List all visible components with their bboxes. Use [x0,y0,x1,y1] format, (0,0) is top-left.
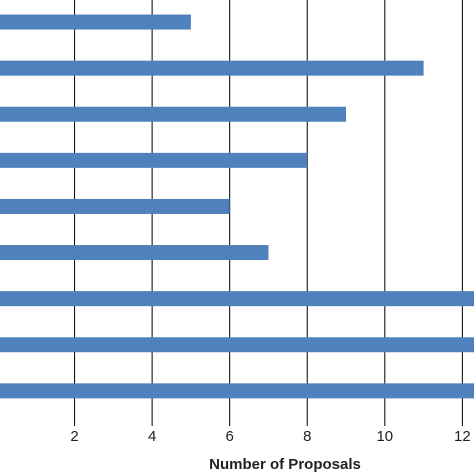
x-tick-label: 4 [148,428,156,445]
bar [0,383,474,399]
bar [0,337,474,353]
x-tick-label: 2 [70,428,78,445]
bar [0,291,474,307]
bar [0,198,230,214]
x-axis-label: Number of Proposals [209,456,361,473]
x-tick-label: 12 [454,428,471,445]
x-tick-label: 8 [303,428,311,445]
bar [0,152,308,168]
bar [0,106,347,122]
bar [0,245,269,261]
x-tick-label: 6 [226,428,234,445]
bar [0,14,191,30]
bars [0,14,474,399]
x-tick-label: 10 [376,428,393,445]
bar [0,60,424,76]
